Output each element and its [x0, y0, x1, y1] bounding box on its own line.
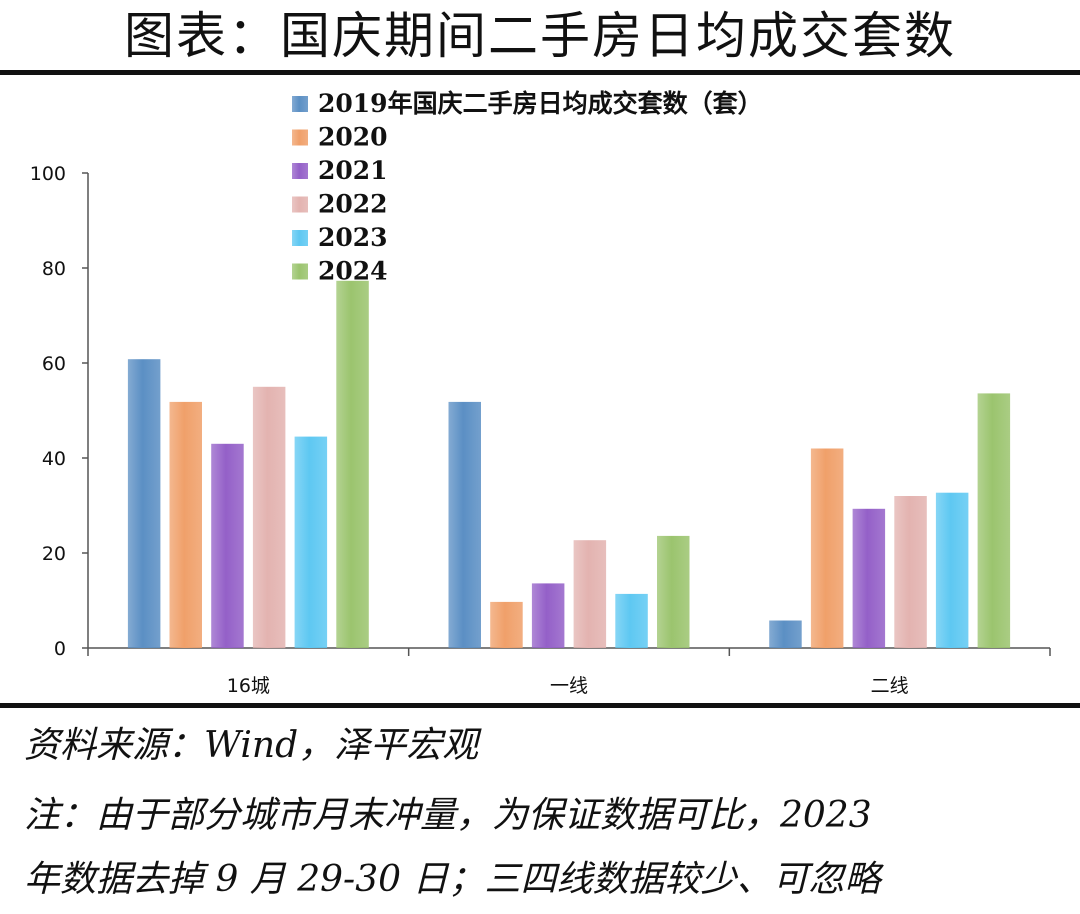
- bar-2019-16城: [127, 359, 161, 648]
- category-label: 二线: [871, 675, 909, 697]
- bar-2022-一线: [573, 540, 607, 648]
- bar-2022-16城: [252, 386, 286, 649]
- legend-label: 2021: [318, 156, 388, 185]
- category-label: 一线: [550, 675, 588, 697]
- bottom-rule: [0, 703, 1080, 708]
- note-line-2: 年数据去掉 9 月 29-30 日；三四线数据较少、可忽略: [24, 859, 881, 900]
- legend-label: 2022: [318, 190, 388, 219]
- y-tick-label: 40: [42, 448, 66, 470]
- bar-2022-二线: [894, 496, 927, 648]
- bar-2021-16城: [211, 443, 244, 649]
- legend-swatch: [292, 263, 308, 280]
- bar-2021-二线: [852, 508, 886, 648]
- top-rule: [0, 70, 1080, 75]
- legend: 2019年国庆二手房日均成交套数（套） 2020 2021 2022 2023 2024: [292, 89, 763, 286]
- bar-2023-二线: [935, 492, 969, 648]
- legend-swatch: [292, 129, 308, 146]
- y-tick-label: 80: [42, 258, 66, 280]
- bar-2024-16城: [336, 280, 369, 648]
- figure-title: 图表：国庆期间二手房日均成交套数: [124, 7, 956, 65]
- legend-swatch: [292, 196, 308, 213]
- category-label: 16城: [227, 675, 270, 697]
- y-tick-label: 20: [42, 543, 66, 565]
- y-axis: 0 20 40 60 80 100: [30, 163, 89, 660]
- bar-2020-二线: [810, 448, 844, 648]
- legend-label: 2019年国庆二手房日均成交套数（套）: [318, 89, 763, 118]
- bar-chart: 0 20 40 60 80 100 16城 一线 二线 2019年国庆二手房日均成交套数（套）…: [30, 89, 1051, 697]
- bar-2024-二线: [977, 393, 1011, 648]
- bar-2019-二线: [769, 620, 802, 648]
- legend-swatch: [292, 230, 308, 246]
- y-tick-label: 100: [30, 163, 66, 185]
- legend-label: 2024: [318, 257, 388, 286]
- bar-2023-一线: [615, 593, 648, 648]
- y-tick-label: 60: [42, 353, 66, 375]
- bar-2024-一线: [657, 535, 690, 648]
- bar-2020-16城: [169, 401, 202, 648]
- bar-2020-一线: [490, 601, 523, 648]
- y-tick-label: 0: [54, 638, 66, 660]
- legend-label: 2020: [318, 123, 388, 152]
- bar-2019-一线: [448, 401, 481, 648]
- bar-2023-16城: [294, 436, 328, 648]
- legend-swatch: [292, 96, 308, 112]
- note-line-1: 注：由于部分城市月末冲量，为保证数据可比，2023: [24, 795, 872, 836]
- source-text: 资料来源：Wind，泽平宏观: [24, 725, 479, 766]
- bar-2021-一线: [531, 583, 565, 648]
- legend-label: 2023: [318, 223, 388, 252]
- bars: [127, 280, 1011, 649]
- x-axis: 16城 一线 二线: [87, 647, 1051, 697]
- legend-swatch: [292, 163, 308, 179]
